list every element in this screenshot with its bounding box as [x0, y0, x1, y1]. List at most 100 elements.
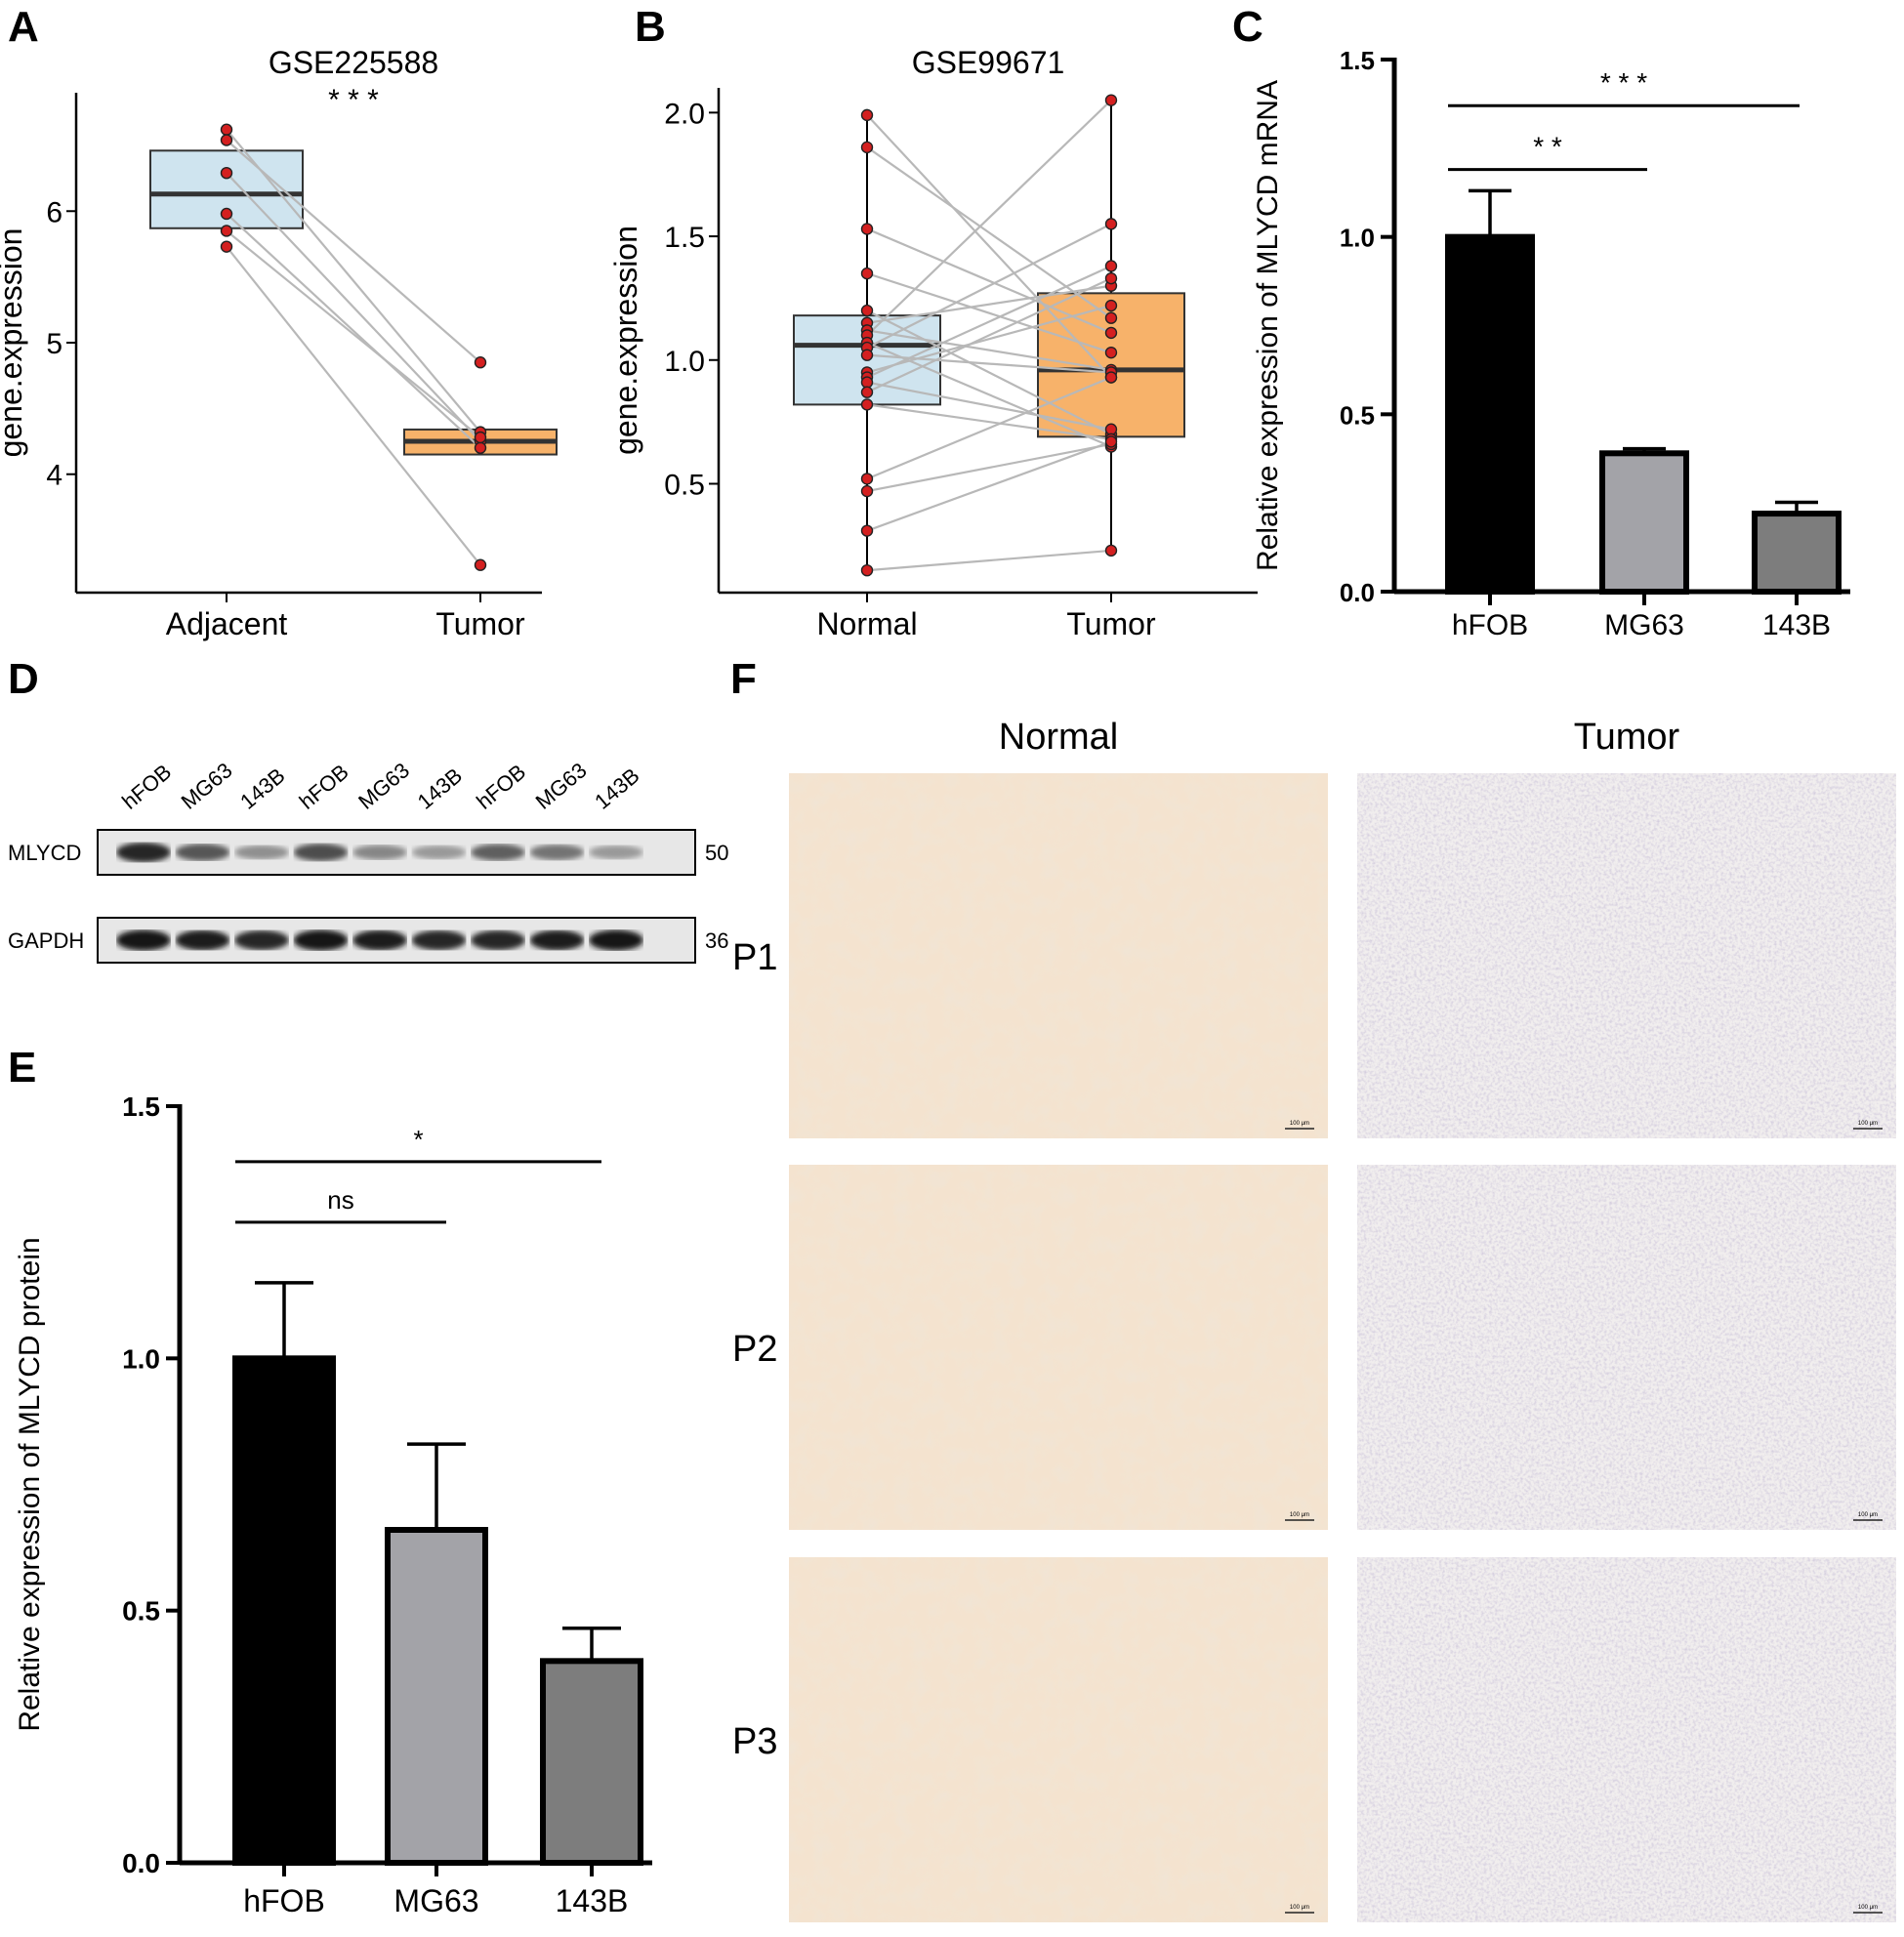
- lane-label: hFOB: [117, 760, 176, 814]
- lane-label: MG63: [177, 758, 237, 814]
- row-label: P2: [732, 1329, 777, 1370]
- panel-letter-a: A: [8, 3, 39, 51]
- data-point: [860, 563, 874, 577]
- y-tick-label: 0.0: [122, 1848, 160, 1878]
- x-tick-label: Tumor: [435, 606, 525, 641]
- data-point: [1104, 371, 1118, 384]
- blot-band: [471, 844, 525, 861]
- pair-line: [866, 272, 1112, 354]
- y-axis-label: gene.expression: [0, 228, 28, 458]
- y-tick-label: 5: [46, 328, 62, 360]
- x-tick-label: Adjacent: [166, 606, 288, 641]
- protein-label: GAPDH: [8, 928, 84, 953]
- chart-b-gse99671: GSE99671 0.5 1.0 1.5 2.0 gene.expression Norma…: [608, 45, 1258, 641]
- pair-line: [866, 440, 1112, 532]
- data-point: [1104, 435, 1118, 448]
- y-tick-label: 0.5: [122, 1596, 160, 1627]
- data-point: [860, 524, 874, 537]
- ihc-texture: [1357, 773, 1896, 1138]
- data-point: [860, 376, 874, 389]
- data-point: [1104, 218, 1118, 230]
- pair-line: [866, 442, 1112, 493]
- data-point: [860, 473, 874, 485]
- blot-band: [234, 845, 289, 860]
- size-label: 36: [705, 928, 728, 953]
- pair-line: [226, 213, 481, 449]
- scale-bar-label: 100 μm: [1290, 1512, 1309, 1518]
- chart-title: GSE225588: [269, 45, 438, 80]
- blot-band: [352, 845, 407, 860]
- data-point: [860, 267, 874, 280]
- data-point: [860, 141, 874, 154]
- data-point: [474, 558, 487, 571]
- pair-line: [866, 223, 1112, 350]
- data-point: [1104, 94, 1118, 106]
- blot-band: [234, 929, 289, 951]
- pair-line: [226, 172, 481, 442]
- lane-label: MG63: [353, 758, 414, 814]
- data-point: [220, 166, 233, 180]
- pair-line: [866, 309, 1112, 435]
- panel-letter-f: F: [730, 655, 757, 703]
- pair-line: [866, 381, 1112, 431]
- comparison-label: *: [413, 1125, 423, 1154]
- data-point: [860, 349, 874, 361]
- data-point: [220, 123, 233, 136]
- x-tick-label: hFOB: [1452, 609, 1528, 641]
- pair-line: [866, 277, 1112, 393]
- size-label: 50: [705, 841, 728, 865]
- y-tick-label: 2.0: [664, 98, 705, 130]
- panel-letter-d: D: [8, 655, 39, 703]
- blot-band: [352, 929, 407, 951]
- ihc-texture: [789, 773, 1328, 1138]
- panel-letter-e: E: [8, 1044, 36, 1092]
- blot-band: [175, 844, 230, 861]
- row-label: P3: [732, 1721, 777, 1762]
- lane-label: MG63: [531, 758, 592, 814]
- y-tick-label: 6: [46, 196, 62, 228]
- ihc-texture: [1357, 1165, 1896, 1530]
- x-tick-label: Normal: [816, 606, 917, 641]
- data-point: [1104, 299, 1118, 312]
- comparison-label: * *: [1533, 132, 1562, 162]
- data-point: [474, 356, 487, 369]
- pair-line: [866, 403, 1112, 440]
- data-point: [1104, 423, 1118, 435]
- data-point: [1104, 311, 1118, 324]
- data-point: [860, 386, 874, 398]
- chart-c-mrna-bar: 0.0 0.5 1.0 1.5 Relative expression of MLYCD…: [1252, 46, 1850, 641]
- blot-band: [471, 929, 525, 951]
- data-point: [860, 484, 874, 498]
- bar-hfob: [232, 1355, 336, 1867]
- y-axis-label: Relative expression of MLYCD mRNA: [1252, 80, 1284, 571]
- data-point: [220, 240, 233, 253]
- y-tick-label: 0.5: [664, 469, 705, 501]
- y-tick-label: 1.5: [664, 222, 705, 254]
- data-point: [220, 225, 233, 237]
- pair-line: [866, 145, 1112, 319]
- scale-bar-label: 100 μm: [1290, 1905, 1309, 1911]
- data-point: [1104, 271, 1118, 285]
- y-tick-label: 1.0: [122, 1343, 160, 1374]
- pair-line: [866, 227, 1112, 334]
- y-axis-label: Relative expression of MLYCD protein: [14, 1237, 46, 1731]
- y-tick-label: 1.5: [1340, 46, 1375, 75]
- pair-line: [866, 304, 1112, 374]
- blot-band: [116, 842, 171, 863]
- bar-143b: [1752, 511, 1842, 595]
- x-tick-label: 143B: [556, 1883, 629, 1918]
- y-tick-label: 0.5: [1340, 400, 1375, 430]
- row-label: P1: [732, 937, 777, 978]
- data-point: [1104, 260, 1118, 272]
- panel-letter-c: C: [1232, 3, 1263, 51]
- pair-line: [866, 99, 1112, 337]
- lane-label: 143B: [413, 763, 467, 814]
- x-tick-label: hFOB: [243, 1883, 325, 1918]
- y-tick-label: 0.0: [1340, 578, 1375, 607]
- data-point: [860, 398, 874, 411]
- pair-line: [866, 265, 1112, 379]
- pair-line: [866, 549, 1112, 572]
- comparison-label: * * *: [1600, 67, 1647, 98]
- y-tick-label: 4: [46, 460, 62, 492]
